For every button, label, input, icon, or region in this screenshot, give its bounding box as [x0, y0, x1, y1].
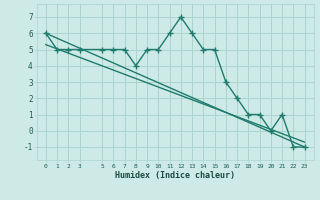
X-axis label: Humidex (Indice chaleur): Humidex (Indice chaleur) [115, 171, 235, 180]
